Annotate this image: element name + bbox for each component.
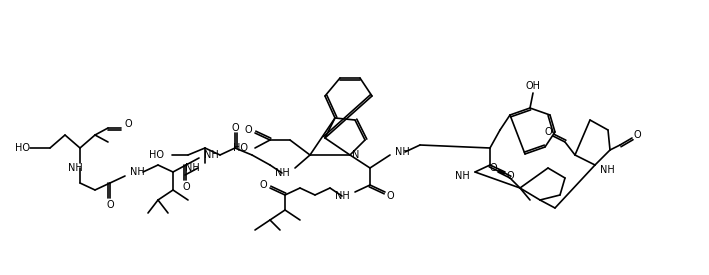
Text: NH: NH	[67, 163, 82, 173]
Text: HO: HO	[233, 143, 248, 153]
Text: O: O	[633, 130, 641, 140]
Text: O: O	[259, 180, 267, 190]
Text: O: O	[489, 163, 497, 173]
Text: O: O	[506, 171, 514, 181]
Text: NH: NH	[395, 147, 410, 157]
Text: OH: OH	[525, 81, 540, 91]
Text: NH: NH	[455, 171, 470, 181]
Text: O: O	[231, 123, 239, 133]
Text: NH: NH	[204, 150, 219, 160]
Text: O: O	[106, 200, 114, 210]
Text: O: O	[244, 125, 252, 135]
Text: NH: NH	[275, 168, 290, 178]
Text: NH: NH	[335, 191, 350, 201]
Text: HO: HO	[14, 143, 30, 153]
Text: O: O	[124, 119, 132, 129]
Text: N: N	[352, 150, 359, 160]
Text: NH: NH	[185, 163, 200, 173]
Text: HO: HO	[149, 150, 164, 160]
Text: O: O	[386, 191, 393, 201]
Text: O: O	[545, 127, 552, 137]
Text: NH: NH	[600, 165, 615, 175]
Text: NH: NH	[130, 167, 145, 177]
Text: O: O	[182, 182, 190, 192]
